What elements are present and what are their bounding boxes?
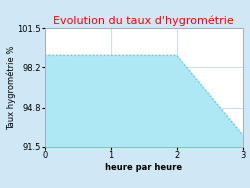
Title: Evolution du taux d'hygrométrie: Evolution du taux d'hygrométrie [54,16,234,26]
X-axis label: heure par heure: heure par heure [105,163,182,172]
Y-axis label: Taux hygrométrie %: Taux hygrométrie % [6,45,16,130]
